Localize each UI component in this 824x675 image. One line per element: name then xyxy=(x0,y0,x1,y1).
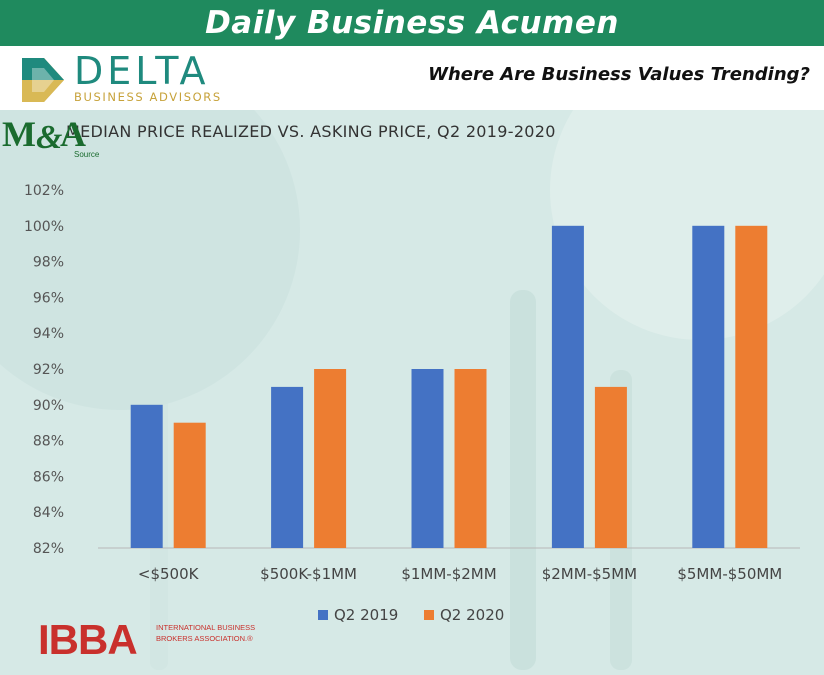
logo-subtitle: BUSINESS ADVISORS xyxy=(74,90,222,104)
bar-q2-2020 xyxy=(173,422,206,548)
y-tick-label: 92% xyxy=(33,362,64,378)
chart-area: MEDIAN PRICE REALIZED VS. ASKING PRICE, … xyxy=(0,110,824,675)
legend-label: Q2 2020 xyxy=(440,606,504,624)
logo-word: DELTA xyxy=(74,49,210,93)
brand-row: DELTA BUSINESS ADVISORS Where Are Busine… xyxy=(0,46,824,110)
y-tick-label: 90% xyxy=(33,398,64,414)
bar-chart: 82% 84% 86% 88% 90% 92% 94% 96% 98% 100% 102% <$500… xyxy=(24,183,800,624)
bar-q2-2020 xyxy=(454,369,487,548)
svg-text:&: & xyxy=(36,119,63,156)
delta-logo-icon xyxy=(22,58,64,102)
x-tick-label: <$500K xyxy=(138,565,200,583)
x-tick-label: $5MM-$50MM xyxy=(677,565,782,583)
header-band: Daily Business Acumen xyxy=(0,0,824,46)
bar-q2-2019 xyxy=(692,225,725,549)
y-tick-label: 100% xyxy=(24,219,64,235)
ibba-logo-word: IBBA xyxy=(38,616,138,663)
y-tick-label: 82% xyxy=(33,541,64,557)
bar-q2-2020 xyxy=(594,386,627,548)
bar-q2-2019 xyxy=(411,369,444,548)
y-tick-label: 86% xyxy=(33,469,64,485)
legend-swatch xyxy=(424,610,434,620)
bar-q2-2019 xyxy=(130,404,163,548)
y-tick-label: 98% xyxy=(33,255,64,271)
y-tick-label: 102% xyxy=(24,183,64,199)
header-title: Daily Business Acumen xyxy=(205,5,619,41)
chart-title: MEDIAN PRICE REALIZED VS. ASKING PRICE, … xyxy=(66,122,556,141)
y-tick-label: 96% xyxy=(33,290,64,306)
x-tick-label: $500K-$1MM xyxy=(260,565,357,583)
x-tick-label: $1MM-$2MM xyxy=(401,565,496,583)
bar-q2-2019 xyxy=(271,386,304,548)
y-tick-label: 88% xyxy=(33,434,64,450)
svg-text:Source: Source xyxy=(74,150,100,159)
y-tick-label: 94% xyxy=(33,326,64,342)
ibba-logo-text: INTERNATIONAL BUSINESS BROKERS ASSOCIATI… xyxy=(156,623,256,643)
legend-swatch xyxy=(318,610,328,620)
bar-q2-2019 xyxy=(551,225,584,549)
svg-text:M: M xyxy=(2,114,36,154)
tagline: Where Are Business Values Trending? xyxy=(428,64,810,85)
y-tick-label: 84% xyxy=(33,505,64,521)
bar-q2-2020 xyxy=(314,369,347,548)
x-tick-label: $2MM-$5MM xyxy=(542,565,637,583)
legend-label: Q2 2019 xyxy=(334,606,398,624)
svg-text:A: A xyxy=(60,114,86,154)
ibba-logo: IBBA INTERNATIONAL BUSINESS BROKERS ASSO… xyxy=(38,616,255,666)
bar-q2-2020 xyxy=(735,225,768,549)
mna-source-logo: M & A Source xyxy=(2,114,100,159)
